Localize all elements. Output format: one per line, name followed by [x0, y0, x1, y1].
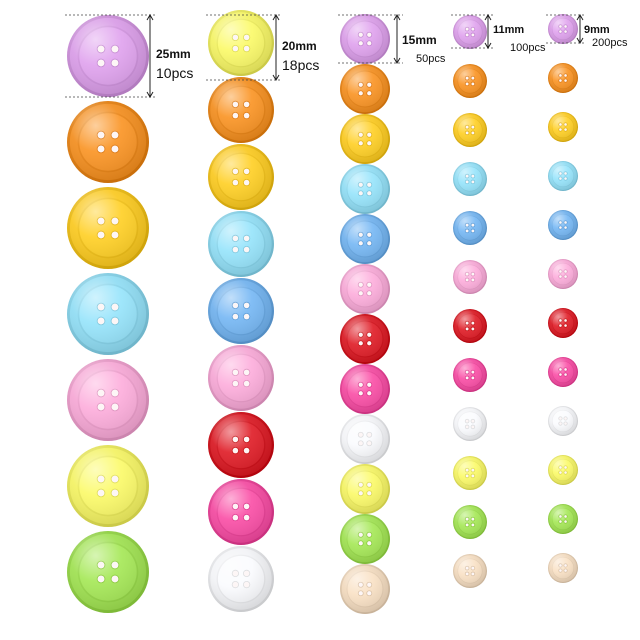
button-beige-11mm: [453, 554, 487, 588]
size-label-11mm: 11mm: [493, 24, 525, 36]
button-yellow-25mm: [67, 187, 149, 269]
button-lemon-20mm: [208, 10, 274, 76]
size-label-15mm: 15mm: [402, 33, 437, 47]
button-lime-green-25mm: [67, 531, 149, 613]
button-pink-15mm: [340, 264, 390, 314]
count-label-100pcs: 100pcs: [510, 42, 546, 54]
button-sky-blue-15mm: [340, 164, 390, 214]
button-sky-blue-11mm: [453, 162, 487, 196]
button-yellow-9mm: [548, 112, 578, 142]
button-magenta-11mm: [453, 358, 487, 392]
button-orange-25mm: [67, 101, 149, 183]
button-lime-green-11mm: [453, 505, 487, 539]
button-beige-15mm: [340, 564, 390, 614]
button-yellow-20mm: [208, 144, 274, 210]
button-yellow-11mm: [453, 113, 487, 147]
button-orange-15mm: [340, 64, 390, 114]
dimension-marker: [65, 14, 156, 98]
count-label-10pcs: 10pcs: [156, 65, 194, 81]
button-blue-11mm: [453, 211, 487, 245]
button-red-15mm: [340, 314, 390, 364]
button-lavender-11mm: [453, 15, 487, 49]
button-lemon-15mm: [340, 464, 390, 514]
button-magenta-20mm: [208, 479, 274, 545]
button-yellow-15mm: [340, 114, 390, 164]
button-magenta-15mm: [340, 364, 390, 414]
button-pink-9mm: [548, 259, 578, 289]
dimension-marker: [546, 14, 586, 44]
size-label-25mm: 25mm: [156, 47, 191, 61]
button-white-9mm: [548, 406, 578, 436]
dimension-marker: [451, 14, 494, 49]
button-blue-15mm: [340, 214, 390, 264]
size-label-9mm: 9mm: [584, 24, 610, 36]
count-label-200pcs: 200pcs: [592, 37, 628, 49]
button-lavender-15mm: [340, 14, 390, 64]
count-label-18pcs: 18pcs: [282, 57, 320, 73]
button-pink-11mm: [453, 260, 487, 294]
size-label-20mm: 20mm: [282, 39, 317, 53]
button-orange-9mm: [548, 63, 578, 93]
button-lemon-11mm: [453, 456, 487, 490]
button-beige-9mm: [548, 553, 578, 583]
button-white-11mm: [453, 407, 487, 441]
button-sky-blue-20mm: [208, 211, 274, 277]
button-blue-20mm: [208, 278, 274, 344]
button-lemon-9mm: [548, 455, 578, 485]
button-sky-blue-25mm: [67, 273, 149, 355]
button-lavender-9mm: [548, 14, 578, 44]
button-red-11mm: [453, 309, 487, 343]
button-orange-11mm: [453, 64, 487, 98]
button-sky-blue-9mm: [548, 161, 578, 191]
button-orange-20mm: [208, 77, 274, 143]
button-red-9mm: [548, 308, 578, 338]
count-label-50pcs: 50pcs: [416, 53, 446, 65]
button-magenta-9mm: [548, 357, 578, 387]
button-red-20mm: [208, 412, 274, 478]
dimension-marker: [338, 14, 403, 64]
button-lemon-25mm: [67, 445, 149, 527]
button-white-15mm: [340, 414, 390, 464]
dimension-marker: [206, 14, 282, 81]
button-pink-20mm: [208, 345, 274, 411]
button-lime-green-15mm: [340, 514, 390, 564]
button-blue-9mm: [548, 210, 578, 240]
button-lavender-25mm: [67, 15, 149, 97]
button-white-20mm: [208, 546, 274, 612]
button-pink-25mm: [67, 359, 149, 441]
button-lime-green-9mm: [548, 504, 578, 534]
